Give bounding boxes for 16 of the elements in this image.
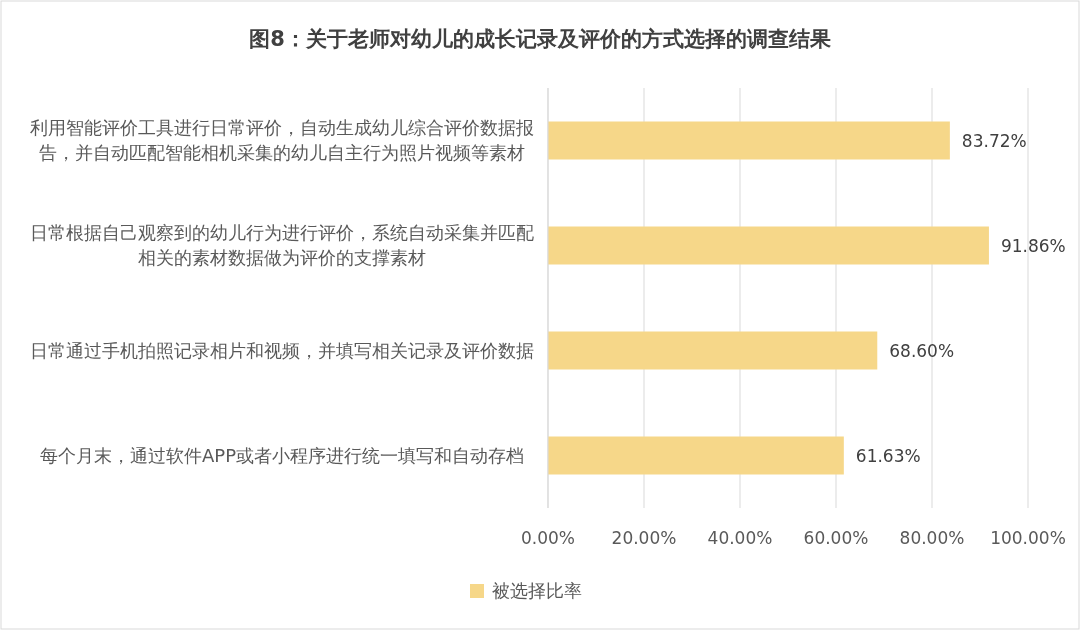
category: 日常通过手机拍照记录相片和视频，并填写相关记录及评价数据 (30, 339, 534, 361)
data-label: 61.63% (855, 445, 921, 466)
data-label: 83.72% (961, 130, 1027, 151)
title: 图8：关于老师对幼儿的成长记录及评价的方式选择的调查结果 (249, 27, 831, 51)
category: 利用智能评价工具进行日常评价，自动生成幼儿综合评价数据报告，并自动匹配智能相机采集的幼儿自主行为照片视频等素材 (30, 117, 534, 163)
xtick: 80.00% (899, 528, 965, 548)
legend: 被选择比率 (492, 580, 582, 601)
category: 每个月末，通过软件APP或者小程序进行统一填写和自动存档 (40, 444, 524, 466)
category: 日常根据自己观察到的幼儿行为进行评价，系统自动采集并匹配相关的素材数据做为评价的支撑素材 (30, 222, 534, 268)
data-label: 91.86% (1000, 235, 1066, 256)
xtick: 60.00% (803, 528, 869, 548)
xtick: 0.00% (521, 528, 575, 548)
xtick: 20.00% (611, 528, 677, 548)
xtick: 40.00% (707, 528, 773, 548)
xtick: 100.00% (990, 528, 1066, 548)
data-label: 68.60% (889, 340, 955, 361)
